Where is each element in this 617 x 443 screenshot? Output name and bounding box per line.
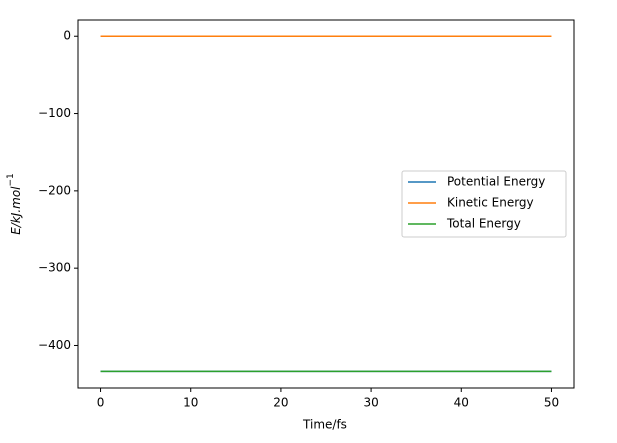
legend-label: Potential Energy [447,175,545,189]
x-tick-label: 0 [97,396,105,410]
x-tick-label: 40 [454,396,469,410]
x-tick-label: 10 [183,396,198,410]
y-axis-label-base: E/kJ.mol [9,186,23,235]
y-tick-label: −300 [38,261,71,275]
legend-label: Total Energy [446,217,521,231]
y-axis-label-exp: −1 [6,173,16,186]
y-axis-label: E/kJ.mol−1 [6,173,23,235]
y-tick-label: −200 [38,183,71,197]
y-tick-label: −400 [38,338,71,352]
legend-label: Kinetic Energy [447,196,534,210]
x-tick-label: 30 [363,396,378,410]
x-tick-label: 20 [273,396,288,410]
y-tick-label: 0 [63,29,71,43]
y-tick-label: −100 [38,106,71,120]
plot-frame [77,19,575,389]
legend-box [401,170,567,238]
x-axis-label: Time/fs [302,418,347,432]
x-tick-label: 50 [544,396,559,410]
